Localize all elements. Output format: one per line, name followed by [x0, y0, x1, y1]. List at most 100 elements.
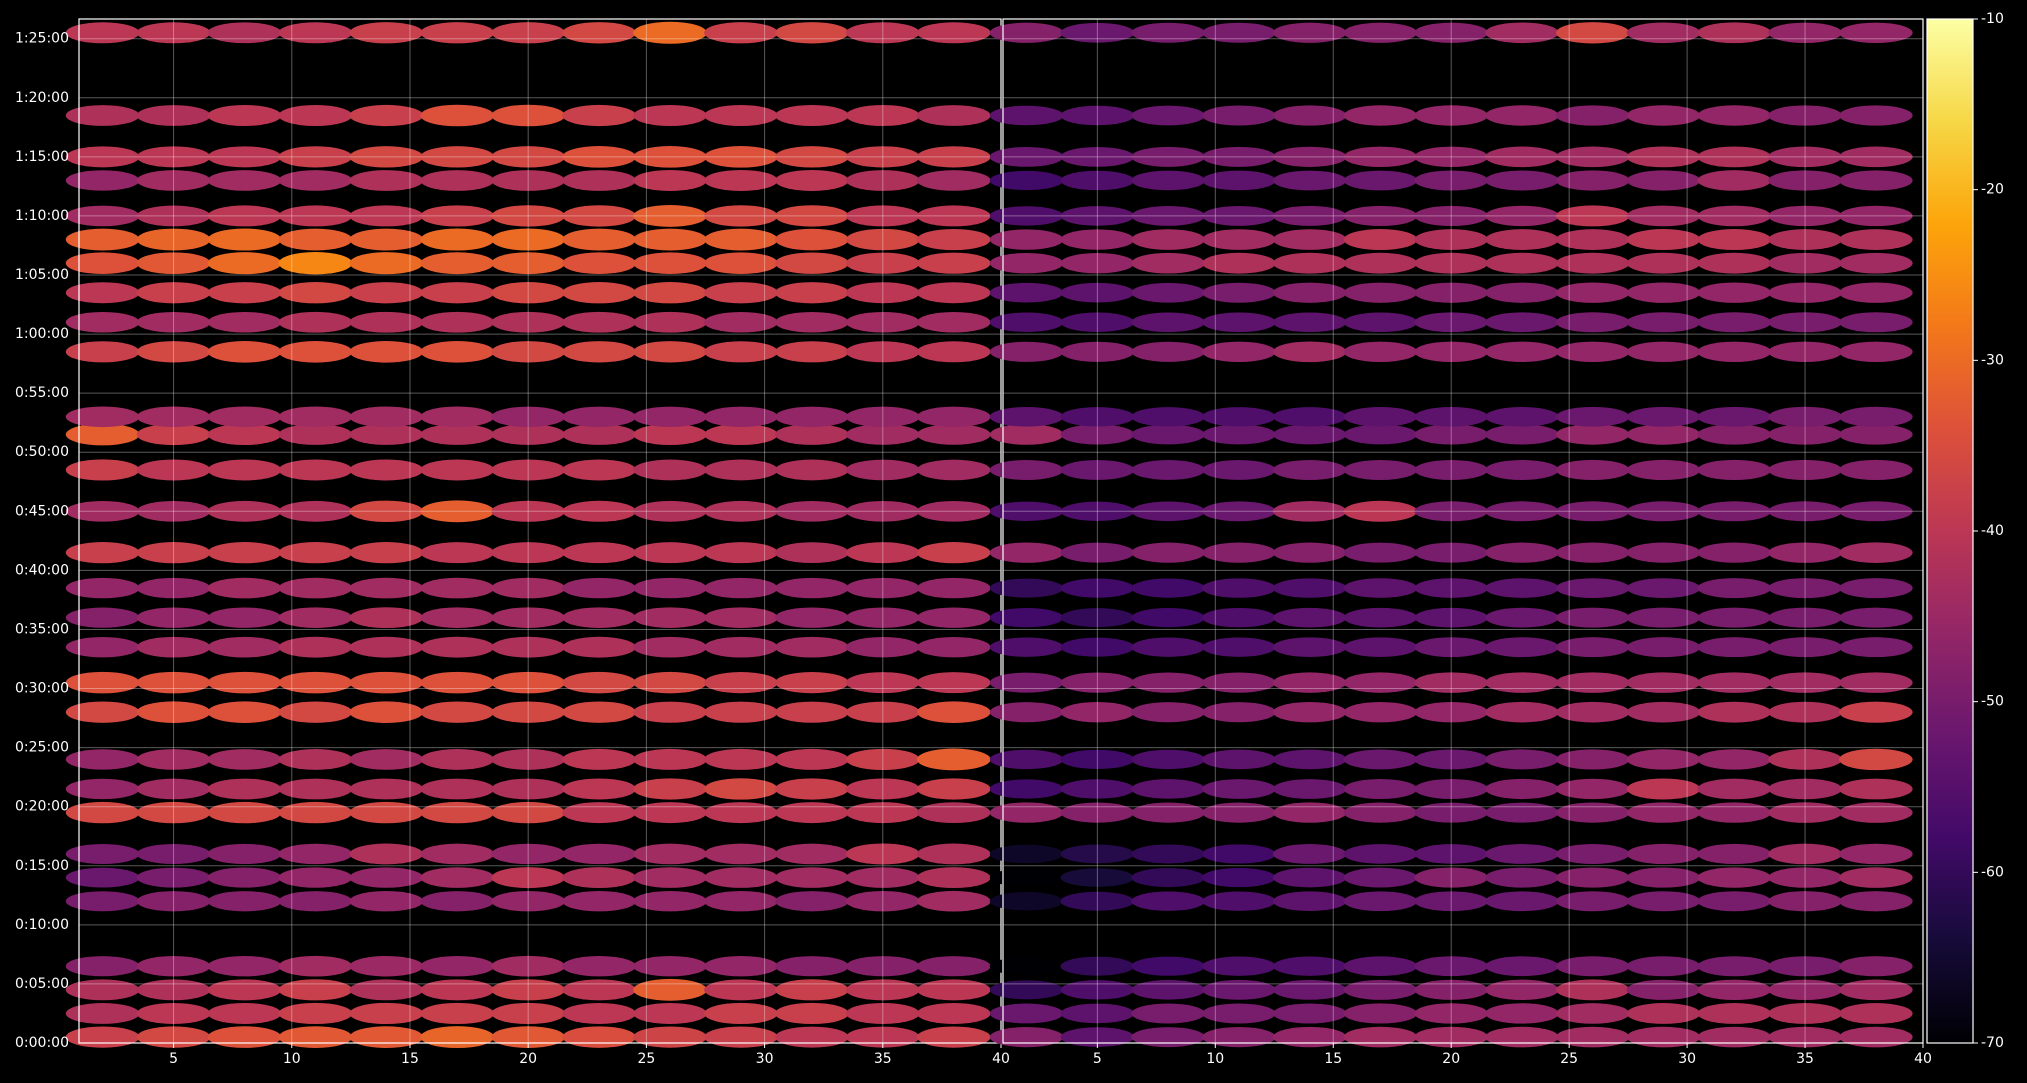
cell-marker — [1131, 146, 1205, 167]
cell-marker — [1414, 459, 1489, 480]
cell-marker — [1839, 778, 1913, 800]
cell-marker — [1768, 341, 1842, 362]
cell-marker — [845, 1026, 920, 1048]
cell-marker — [1485, 229, 1559, 250]
cell-marker — [1555, 205, 1630, 227]
cell-marker — [1839, 867, 1913, 888]
cell-marker — [1060, 749, 1135, 770]
cell-marker — [1131, 424, 1205, 445]
cell-marker — [989, 957, 1064, 976]
cell-marker — [1697, 542, 1772, 563]
cell-marker — [562, 500, 636, 522]
x-tick-label: 5 — [169, 1051, 178, 1067]
cell-marker — [65, 979, 140, 1001]
cell-marker — [136, 341, 211, 363]
cell-marker — [1060, 891, 1135, 911]
cell-marker — [1131, 637, 1205, 657]
cell-marker — [1131, 1027, 1205, 1048]
cell-marker — [491, 671, 566, 694]
cell-marker — [1272, 1026, 1347, 1048]
cell-marker — [774, 424, 849, 445]
cell-marker — [704, 146, 778, 168]
cell-marker — [65, 577, 140, 599]
cell-marker — [633, 228, 707, 251]
cell-marker — [1202, 867, 1276, 888]
cell-marker — [1272, 105, 1347, 126]
cell-marker — [774, 778, 849, 800]
cell-marker — [1485, 956, 1559, 977]
cell-marker — [136, 22, 211, 44]
cell-marker — [1768, 749, 1842, 770]
cell-marker — [349, 341, 424, 363]
cell-marker — [136, 891, 211, 912]
cell-marker — [1555, 1026, 1630, 1048]
cell-marker — [989, 282, 1064, 303]
cell-marker — [704, 1002, 778, 1025]
cell-marker — [704, 104, 778, 126]
cell-marker — [916, 311, 991, 333]
cell-marker — [1272, 844, 1347, 864]
cell-marker — [278, 311, 353, 333]
cell-marker — [207, 406, 282, 428]
cell-marker — [916, 890, 991, 912]
cell-marker — [704, 672, 778, 694]
cell-marker — [1697, 672, 1772, 693]
cell-marker — [1131, 868, 1205, 888]
cell-marker — [1697, 891, 1772, 912]
cell-marker — [1202, 891, 1276, 911]
cell-marker — [1626, 341, 1701, 362]
cell-marker — [491, 282, 566, 304]
cell-marker — [349, 146, 424, 168]
cell-marker — [1768, 578, 1842, 599]
cell-marker — [633, 577, 707, 599]
cell-marker — [1839, 607, 1913, 628]
cell-marker — [989, 608, 1064, 628]
cell-marker — [136, 205, 211, 227]
cell-marker — [1697, 282, 1772, 303]
cell-marker — [1485, 205, 1559, 227]
cell-marker — [1768, 312, 1842, 333]
cell-marker — [562, 252, 636, 274]
cell-marker — [349, 282, 424, 304]
cell-marker — [349, 1002, 424, 1025]
cell-marker — [65, 671, 140, 694]
cell-marker — [845, 956, 920, 977]
cell-marker — [1414, 146, 1489, 168]
cell-marker — [349, 778, 424, 800]
cell-marker — [845, 282, 920, 304]
cell-marker — [420, 1026, 495, 1049]
cell-marker — [1343, 802, 1418, 823]
cell-marker — [1485, 979, 1559, 1001]
cell-marker — [1272, 637, 1347, 657]
y-tick-label: 0:25:00 — [15, 740, 69, 756]
cell-marker — [65, 749, 140, 770]
cell-marker — [1414, 802, 1489, 823]
cell-marker — [1414, 578, 1489, 598]
cell-marker — [420, 500, 495, 523]
cell-marker — [1202, 170, 1276, 191]
cell-marker — [845, 252, 920, 274]
cell-marker — [1768, 1003, 1842, 1024]
cell-marker — [420, 146, 495, 168]
cell-marker — [1555, 282, 1630, 303]
cell-marker — [1131, 608, 1205, 628]
cell-marker — [989, 868, 1064, 887]
y-tick-label: 0:05:00 — [15, 976, 69, 992]
cell-marker — [420, 104, 495, 127]
cell-marker — [704, 802, 778, 824]
colorbar-tick-label: -50 — [1981, 694, 2004, 710]
cell-marker — [1697, 406, 1772, 427]
cell-marker — [1272, 701, 1347, 723]
cell-marker — [207, 749, 282, 770]
cell-marker — [989, 229, 1064, 250]
cell-marker — [1414, 607, 1489, 628]
cell-marker — [1839, 956, 1913, 977]
cell-marker — [633, 459, 707, 481]
cell-marker — [704, 228, 778, 251]
cell-marker — [1343, 672, 1418, 693]
cell-marker — [1768, 459, 1842, 481]
cell-marker — [916, 424, 991, 445]
cell-marker — [989, 105, 1064, 126]
cell-marker — [420, 956, 495, 977]
cell-marker — [845, 501, 920, 522]
